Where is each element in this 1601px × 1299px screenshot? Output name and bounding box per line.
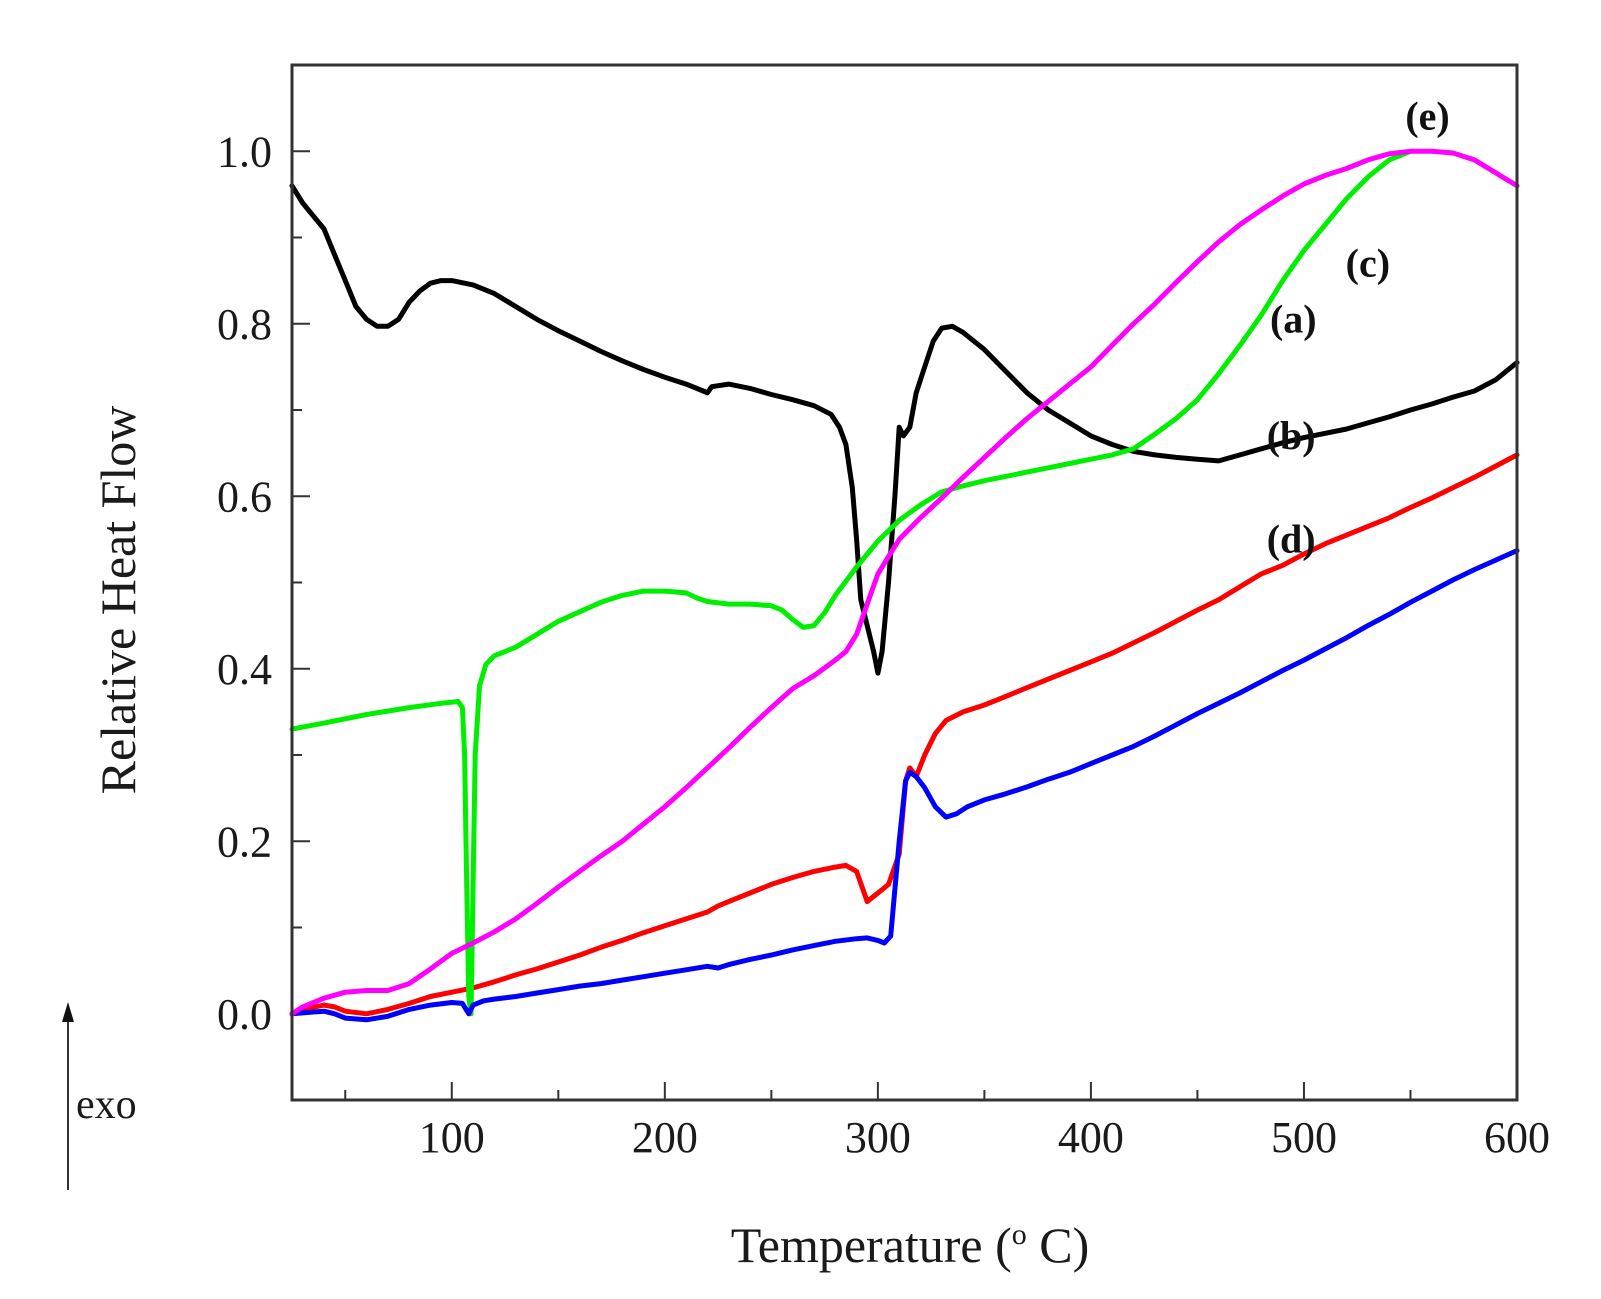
x-tick-label: 300 (845, 1113, 911, 1162)
y-tick-label: 0.6 (217, 472, 272, 521)
x-axis-title: Temperature (o C) (731, 1217, 1090, 1273)
series-line-d (289, 548, 1520, 1023)
y-tick-label: 0.2 (217, 817, 272, 866)
y-axis-ticks: 0.0 0.2 0.4 0.6 0.8 1.0 (217, 64, 310, 1101)
y-tick-label: 1.0 (217, 127, 272, 176)
y-tick-label: 0.8 (217, 300, 272, 349)
series-label-c: (c) (1346, 240, 1390, 285)
x-tick-label: 200 (632, 1113, 698, 1162)
series-line-b (289, 452, 1520, 1017)
exo-label: exo (76, 1082, 137, 1128)
x-tick-label: 500 (1271, 1113, 1337, 1162)
series-lines (289, 148, 1520, 1023)
x-axis-ticks: 100 200 300 400 500 600 (344, 1082, 1550, 1162)
series-line-e (289, 148, 1520, 1017)
plot-frame (290, 63, 1519, 1102)
series-labels: (a) (b) (c) (d) (e) (1267, 94, 1450, 562)
y-axis-title: Relative Heat Flow (90, 406, 146, 795)
x-tick-label: 600 (1484, 1113, 1550, 1162)
exo-indicator: exo (62, 1002, 137, 1190)
exo-arrow-head-icon (62, 1002, 74, 1022)
x-axis-title-sup: o (1012, 1218, 1027, 1251)
series-label-e: (e) (1405, 94, 1449, 139)
x-tick-label: 400 (1058, 1113, 1124, 1162)
series-line-c (289, 148, 1413, 1017)
y-tick-label: 0.4 (217, 645, 272, 694)
x-axis-title-main: Temperature ( (731, 1217, 1012, 1273)
y-tick-label: 0.0 (217, 990, 272, 1039)
series-label-b: (b) (1267, 413, 1316, 458)
series-label-d: (d) (1267, 516, 1316, 561)
x-tick-label: 100 (419, 1113, 485, 1162)
series-line-a (289, 183, 1520, 676)
x-axis-title-suffix: C) (1027, 1217, 1090, 1273)
series-label-a: (a) (1270, 296, 1317, 341)
